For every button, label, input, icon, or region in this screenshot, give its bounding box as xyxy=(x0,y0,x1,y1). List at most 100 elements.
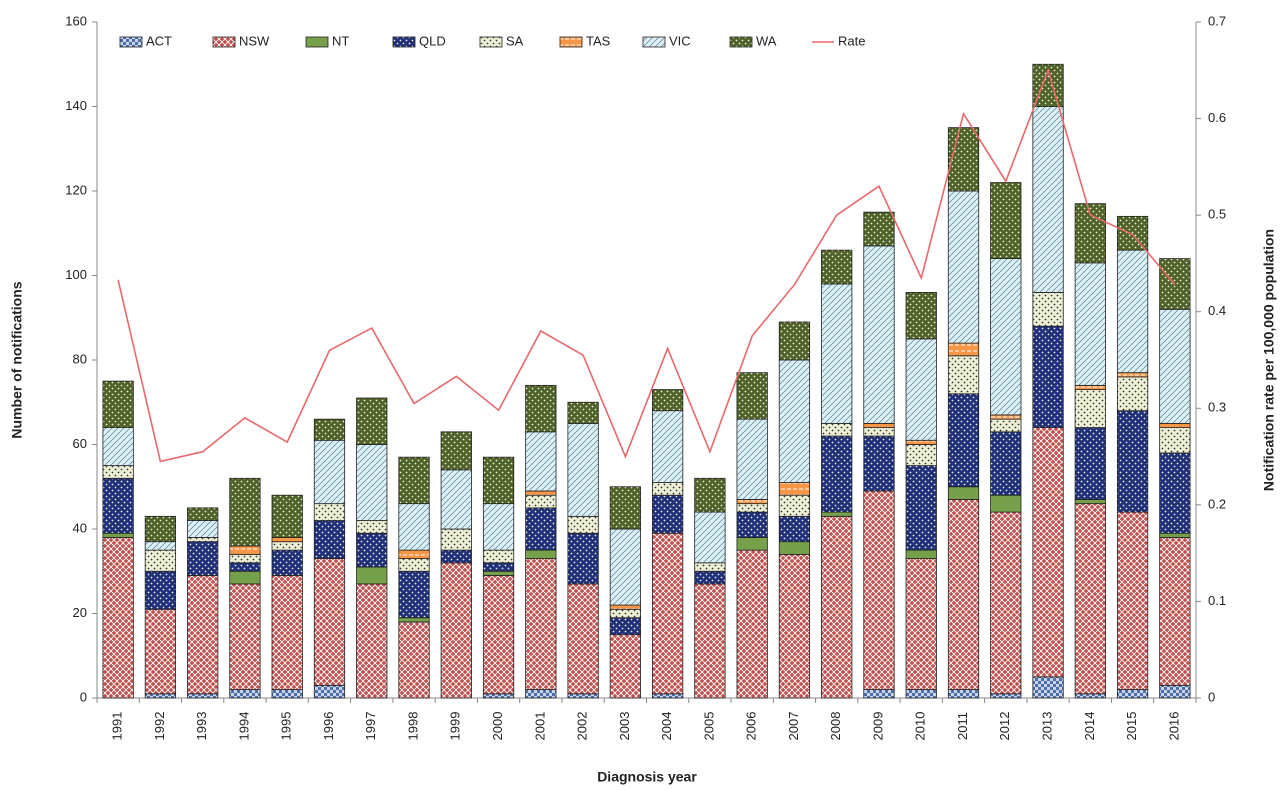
bar-segment xyxy=(102,427,134,467)
legend-label: WA xyxy=(756,33,777,48)
bar-segment xyxy=(778,515,811,543)
y-tick-label: 160 xyxy=(65,13,87,28)
legend-label: ACT xyxy=(146,33,172,48)
bar-segment xyxy=(778,553,811,699)
bar-segment xyxy=(144,693,177,699)
bar-segment xyxy=(482,456,515,505)
y-tick-label: 0 xyxy=(80,689,87,704)
bar-segment xyxy=(736,372,768,420)
legend-label: QLD xyxy=(419,33,446,48)
bar-segment xyxy=(694,511,726,564)
bar-segment xyxy=(525,490,557,496)
bar-segment xyxy=(482,575,515,695)
bar-segment xyxy=(356,532,388,568)
bar-segment xyxy=(1116,215,1149,251)
x-tick-label: 1992 xyxy=(152,712,167,741)
bar-segment xyxy=(356,397,388,445)
y2-axis-title: Notification rate per 100,000 population xyxy=(1261,229,1277,491)
legend-swatch xyxy=(642,36,666,48)
bar-segment xyxy=(694,583,726,699)
bar-segment xyxy=(356,444,388,521)
bar-segment xyxy=(1159,684,1191,699)
bar-segment xyxy=(102,537,134,699)
bar-segment xyxy=(567,401,599,424)
x-tick-label: 1991 xyxy=(110,712,125,741)
bar-segment xyxy=(905,558,937,690)
bar-segment xyxy=(652,494,684,534)
bar-segment xyxy=(821,435,853,513)
bar-segment xyxy=(1032,676,1064,699)
x-tick-label: 1994 xyxy=(236,712,251,741)
bar-segment xyxy=(482,562,515,572)
bar-segment xyxy=(482,570,515,576)
bar-segment xyxy=(440,528,472,551)
x-tick-label: 2005 xyxy=(701,712,716,741)
x-axis-title: Diagnosis year xyxy=(597,769,697,785)
bar-segment xyxy=(821,283,853,424)
bar-segment xyxy=(821,249,853,285)
bar-segment xyxy=(736,503,768,513)
bar-segment xyxy=(567,583,599,695)
bar-segment xyxy=(609,604,641,610)
y2-tick-label: 0.3 xyxy=(1208,400,1226,415)
x-tick-label: 2012 xyxy=(997,712,1012,741)
bar-segment xyxy=(102,465,134,479)
bar-segment xyxy=(271,575,303,690)
y2-tick-label: 0.1 xyxy=(1208,593,1226,608)
rate-line xyxy=(117,67,1176,463)
bar-segment xyxy=(778,321,811,361)
x-tick-label: 2004 xyxy=(659,712,674,741)
bar-segment xyxy=(1159,532,1191,538)
bar-segment xyxy=(567,422,599,517)
bar-segment xyxy=(609,528,641,606)
bar-segment xyxy=(271,537,303,543)
bar-segment xyxy=(356,520,388,534)
x-tick-label: 2008 xyxy=(828,712,843,741)
bar-segment xyxy=(863,427,895,437)
bar-segment xyxy=(1074,262,1106,386)
bar-segment xyxy=(609,634,641,699)
bar-segment xyxy=(1116,689,1149,699)
bar-segment xyxy=(778,541,811,555)
bar-segment xyxy=(144,541,177,551)
bar-segment xyxy=(102,477,134,534)
bar-segment xyxy=(736,511,768,538)
bar-segment xyxy=(187,507,219,521)
bar-segment xyxy=(990,258,1022,416)
bar-segment xyxy=(1074,693,1106,699)
bar-segment xyxy=(440,549,472,564)
bar-segment xyxy=(356,566,388,585)
bar-segment xyxy=(736,549,768,699)
y-tick-label: 100 xyxy=(65,267,87,282)
bar-segment xyxy=(102,532,134,538)
y-axis-title: Number of notifications xyxy=(9,281,25,438)
bar-segment xyxy=(905,439,937,445)
bar-segment xyxy=(567,693,599,699)
bar-segment xyxy=(863,689,895,699)
x-tick-label: 1999 xyxy=(448,712,463,741)
y2-tick-label: 0.2 xyxy=(1208,496,1226,511)
bar-segment xyxy=(778,359,811,483)
bar-segment xyxy=(1074,427,1106,500)
bar-segment xyxy=(144,608,177,695)
bar-segment xyxy=(990,511,1022,695)
bar-segment xyxy=(1116,410,1149,513)
x-tick-label: 2014 xyxy=(1082,712,1097,741)
bar-segment xyxy=(1116,376,1149,412)
x-tick-label: 2003 xyxy=(617,712,632,741)
bar-segment xyxy=(1032,106,1064,293)
bar-segment xyxy=(398,456,430,505)
bar-segment xyxy=(525,558,557,690)
bar-segment xyxy=(947,393,980,488)
bar-segment xyxy=(1159,422,1191,428)
y-tick-label: 60 xyxy=(73,436,87,451)
bar-segment xyxy=(821,511,853,517)
bar-segment xyxy=(1116,372,1149,378)
bar-segment xyxy=(694,570,726,585)
x-tick-label: 2007 xyxy=(786,712,801,741)
bar-segment xyxy=(990,494,1022,513)
bar-segment xyxy=(229,562,261,572)
x-tick-label: 1998 xyxy=(405,712,420,741)
y2-tick-label: 0.4 xyxy=(1208,303,1226,318)
legend-swatch xyxy=(392,36,416,48)
